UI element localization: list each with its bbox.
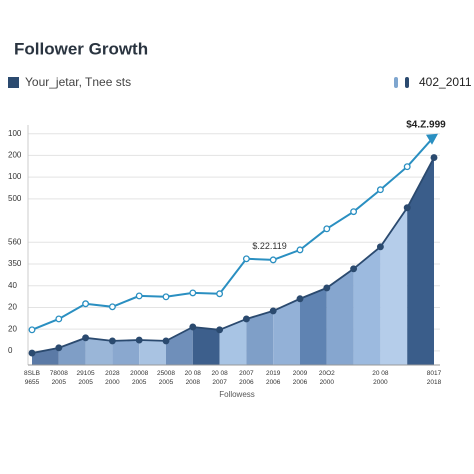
point <box>55 344 63 352</box>
point <box>323 225 331 233</box>
legend-swatch <box>405 77 409 88</box>
point <box>162 337 170 345</box>
area-segment <box>166 326 193 365</box>
x-tick-label: 8017 2018 <box>427 370 442 386</box>
area-segment <box>192 326 220 365</box>
point <box>323 284 331 292</box>
x-tick-label: 25008 2005 <box>157 370 175 386</box>
point <box>135 292 143 300</box>
point <box>55 315 63 323</box>
x-tick-label: 20 08 2000 <box>372 370 389 386</box>
y-tick-label: 40 <box>8 281 17 290</box>
point <box>403 204 411 212</box>
x-tick-label: 2028 2000 <box>105 370 120 386</box>
y-tick-label: 20 <box>8 324 17 333</box>
area-segment <box>219 318 247 365</box>
x-tick-label: 29105 2005 <box>77 370 95 386</box>
point <box>108 303 116 311</box>
x-tick-label: 20O2 2000 <box>319 370 335 386</box>
point <box>135 336 143 344</box>
x-tick-label: 2019 2006 <box>266 370 281 386</box>
area-segment <box>112 340 140 365</box>
area-segment <box>353 246 381 365</box>
point <box>216 290 224 298</box>
series-line <box>31 157 435 354</box>
area-segment <box>85 337 113 365</box>
point <box>82 334 90 342</box>
point <box>162 293 170 301</box>
y-tick-label: 350 <box>8 259 22 268</box>
x-tick-label: 2009 2006 <box>293 370 308 386</box>
point <box>269 307 277 315</box>
area-segment <box>273 298 300 365</box>
area-segment <box>326 268 354 365</box>
point <box>376 186 384 194</box>
annotation: $.22.119 <box>252 241 286 251</box>
y-tick-label: 560 <box>8 237 22 246</box>
point <box>376 243 384 251</box>
area-segment <box>300 287 327 365</box>
arrow-head <box>426 133 438 145</box>
x-tick-label: 20 08 2007 <box>211 370 228 386</box>
point <box>242 315 250 323</box>
y-tick-label: 0 <box>8 346 13 355</box>
point <box>189 289 197 297</box>
y-tick-label: 20 <box>8 303 17 312</box>
series-line <box>31 136 435 331</box>
point <box>216 326 224 334</box>
point <box>28 349 36 357</box>
area-segment <box>58 337 86 365</box>
legend-swatch <box>8 77 19 88</box>
legend-label: 402_2011 <box>419 75 472 89</box>
annotation: $4.Z.999 <box>406 119 446 130</box>
point <box>28 326 36 334</box>
point <box>242 255 250 263</box>
point <box>350 208 358 216</box>
y-tick-label: 500 <box>8 194 22 203</box>
x-axis-label: Followess <box>219 390 255 399</box>
chart-title: Follower Growth <box>14 39 148 58</box>
x-tick-label: 8SLB 9655 <box>24 370 40 386</box>
x-tick-label: 2007 2006 <box>239 370 254 386</box>
area-segment <box>407 157 434 365</box>
point <box>296 295 304 303</box>
area-segment <box>380 207 408 365</box>
legend-label: Your_jetar, Tnee sts <box>25 75 131 89</box>
point <box>108 337 116 345</box>
x-tick-label: 20008 2005 <box>130 370 148 386</box>
area-segment <box>246 310 274 365</box>
point <box>350 265 358 273</box>
y-tick-label: 200 <box>8 151 22 160</box>
area-segment <box>139 340 166 365</box>
point <box>296 246 304 254</box>
x-tick-label: 20 08 2008 <box>185 370 202 386</box>
point <box>189 323 197 331</box>
x-tick-label: 78008 2005 <box>50 370 68 386</box>
point <box>430 154 438 162</box>
point <box>269 256 277 264</box>
point <box>403 163 411 171</box>
y-tick-label: 100 <box>8 129 22 138</box>
y-tick-label: 100 <box>8 172 22 181</box>
point <box>82 300 90 308</box>
legend-swatch <box>394 77 398 88</box>
